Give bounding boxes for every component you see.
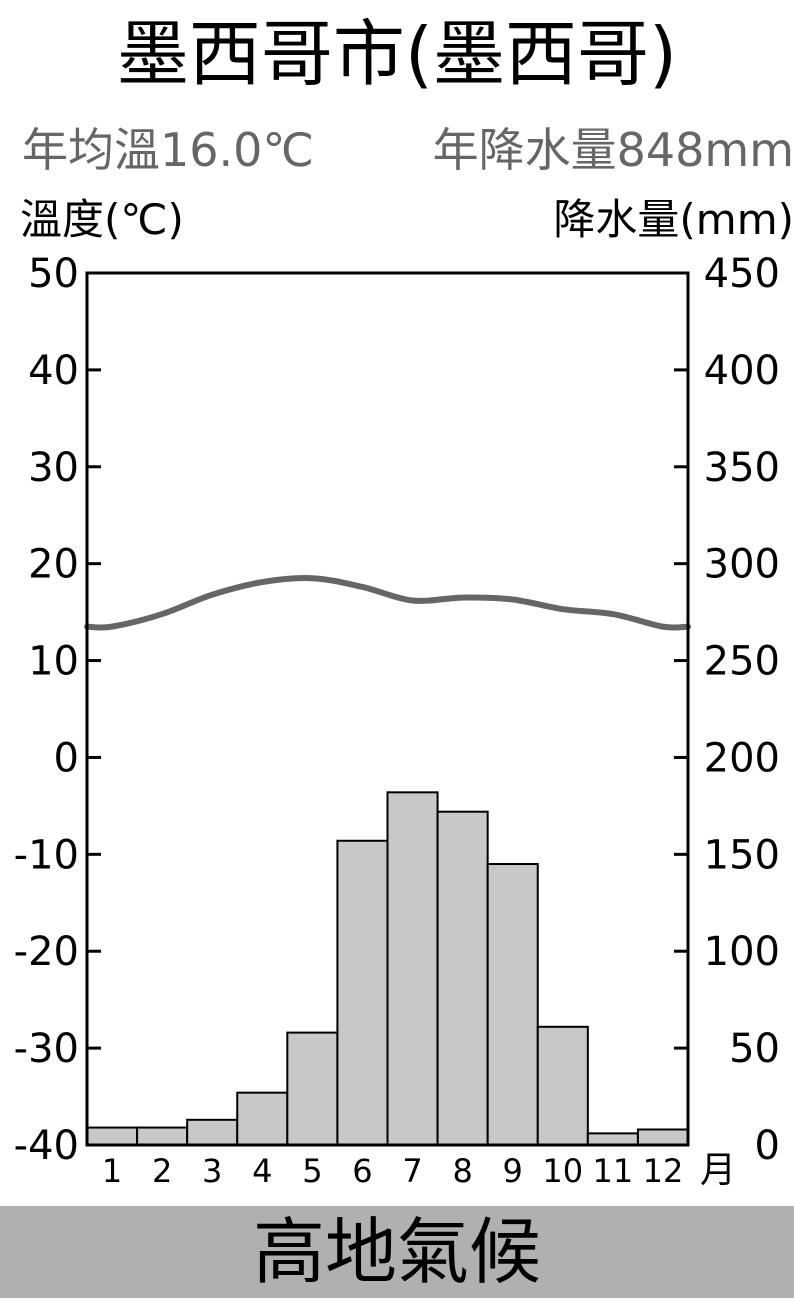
left-tick-label: 0: [54, 735, 79, 781]
left-axis-ticks: 50 40 30 20 10 0 -10 -20 -30 -40: [14, 251, 101, 1169]
month-label: 2: [152, 1152, 172, 1190]
right-tick-label: 200: [704, 735, 780, 781]
left-tick-label: 10: [28, 639, 79, 685]
right-tick-label: 400: [704, 348, 780, 394]
month-label: 5: [302, 1152, 322, 1190]
precipitation-bar: [536, 1025, 589, 1146]
month-label: 8: [452, 1152, 472, 1190]
month-label: 11: [593, 1152, 634, 1190]
right-tick-label: 150: [704, 832, 780, 878]
precipitation-bar: [336, 839, 389, 1146]
month-label: 1: [102, 1152, 122, 1190]
temperature-line: [84, 575, 691, 631]
precipitation-bar: [636, 1128, 690, 1147]
left-tick-label: 30: [28, 445, 79, 491]
precipitation-bar: [186, 1118, 239, 1146]
annual-precipitation: 年降水量848mm: [432, 123, 794, 177]
left-tick-label: 50: [28, 251, 79, 297]
precipitation-bar: [486, 863, 539, 1146]
chart-title: 墨西哥市(墨西哥): [116, 12, 678, 96]
left-tick-label: 20: [28, 542, 79, 588]
month-label: 12: [643, 1152, 684, 1190]
annual-temperature: 年均溫16.0℃: [22, 123, 315, 177]
right-tick-label: 450: [704, 251, 780, 297]
month-label: 10: [542, 1152, 583, 1190]
right-tick-label: 50: [729, 1026, 780, 1072]
month-label: 7: [402, 1152, 422, 1190]
left-tick-label: -40: [14, 1123, 79, 1169]
month-label: 9: [503, 1152, 523, 1190]
month-label: 3: [202, 1152, 222, 1190]
x-axis-ticks: 1 2 3 4 5 6 7 8 9 10 11 12: [102, 1152, 683, 1190]
climate-type-banner: 高地氣候: [0, 1206, 794, 1298]
left-tick-label: -10: [14, 832, 79, 878]
right-tick-label: 250: [704, 639, 780, 685]
right-tick-label: 0: [755, 1123, 780, 1169]
left-axis-title: 溫度(℃): [20, 195, 184, 244]
left-tick-label: 40: [28, 348, 79, 394]
left-tick-label: -20: [14, 929, 79, 975]
precipitation-bar: [586, 1132, 639, 1146]
right-tick-label: 300: [704, 542, 780, 588]
precipitation-bar: [86, 1126, 139, 1147]
right-axis-ticks: 450 400 350 300 250 200 150 100 50 0: [674, 251, 780, 1169]
precipitation-bar: [236, 1091, 289, 1147]
month-unit-label: 月: [700, 1150, 736, 1191]
month-label: 6: [352, 1152, 372, 1190]
precipitation-bar: [386, 791, 439, 1147]
plot-frame: [85, 271, 690, 1147]
month-label: 4: [252, 1152, 272, 1190]
right-tick-label: 100: [704, 929, 780, 975]
precipitation-bar: [136, 1126, 189, 1147]
precipitation-bars: [86, 791, 690, 1147]
precipitation-bar: [436, 810, 489, 1146]
right-axis-title: 降水量(mm): [553, 195, 794, 244]
precipitation-bar: [286, 1031, 339, 1146]
right-tick-label: 350: [704, 445, 780, 491]
left-tick-label: -30: [14, 1026, 79, 1072]
